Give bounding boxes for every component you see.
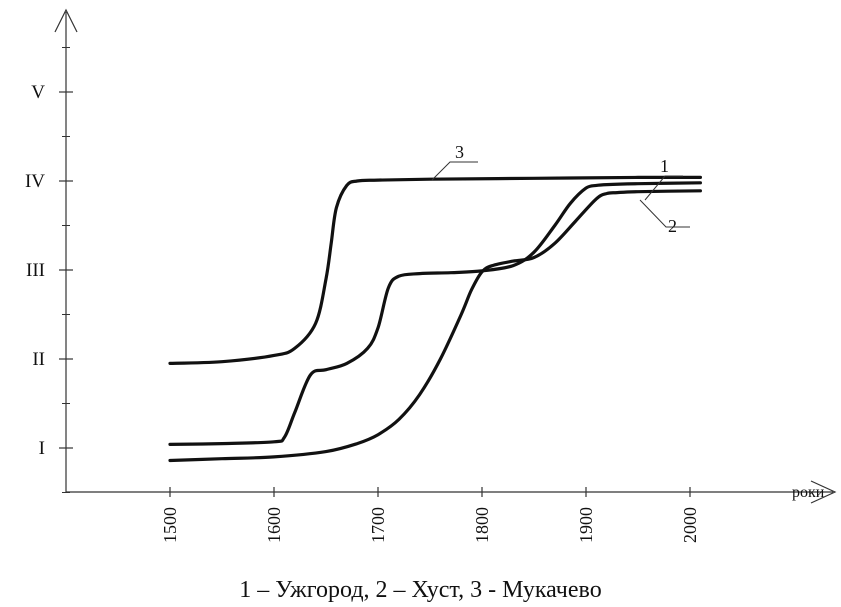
x-tick-label: 1600	[264, 507, 284, 543]
y-tick-label: V	[31, 82, 45, 103]
chart-axes	[54, 8, 837, 504]
x-axis-label: роки	[792, 484, 825, 501]
x-tick-label: 1800	[472, 507, 492, 543]
series-line-3	[168, 175, 702, 365]
series-leader-2	[639, 199, 690, 228]
x-tick-label: 1500	[160, 507, 180, 543]
series-label-3: 3	[455, 142, 464, 162]
y-tick-label: IV	[25, 171, 45, 192]
y-tick-label: III	[26, 260, 45, 281]
x-ticks: 1500 1600 1700 1800 1900 2000	[160, 487, 700, 543]
x-tick-label: 1700	[368, 507, 388, 543]
x-axis-arrow-icon	[810, 480, 837, 504]
y-tick-label: II	[32, 349, 45, 370]
series-leader-3	[431, 161, 478, 181]
x-tick-label: 2000	[680, 507, 700, 543]
y-axis-arrow-icon	[54, 8, 78, 33]
series-labels: 1 2 3	[431, 142, 690, 236]
legend-caption: 1 – Ужгород, 2 – Хуст, 3 - Мукачево	[239, 577, 602, 603]
series-label-2: 2	[668, 216, 677, 236]
series-leader-1	[644, 175, 683, 201]
x-tick-label: 1900	[576, 507, 596, 543]
series-group	[168, 175, 702, 463]
series-line-1	[168, 181, 702, 446]
series-label-1: 1	[660, 156, 669, 176]
y-tick-label: I	[39, 438, 45, 459]
series-line-2	[168, 189, 702, 463]
